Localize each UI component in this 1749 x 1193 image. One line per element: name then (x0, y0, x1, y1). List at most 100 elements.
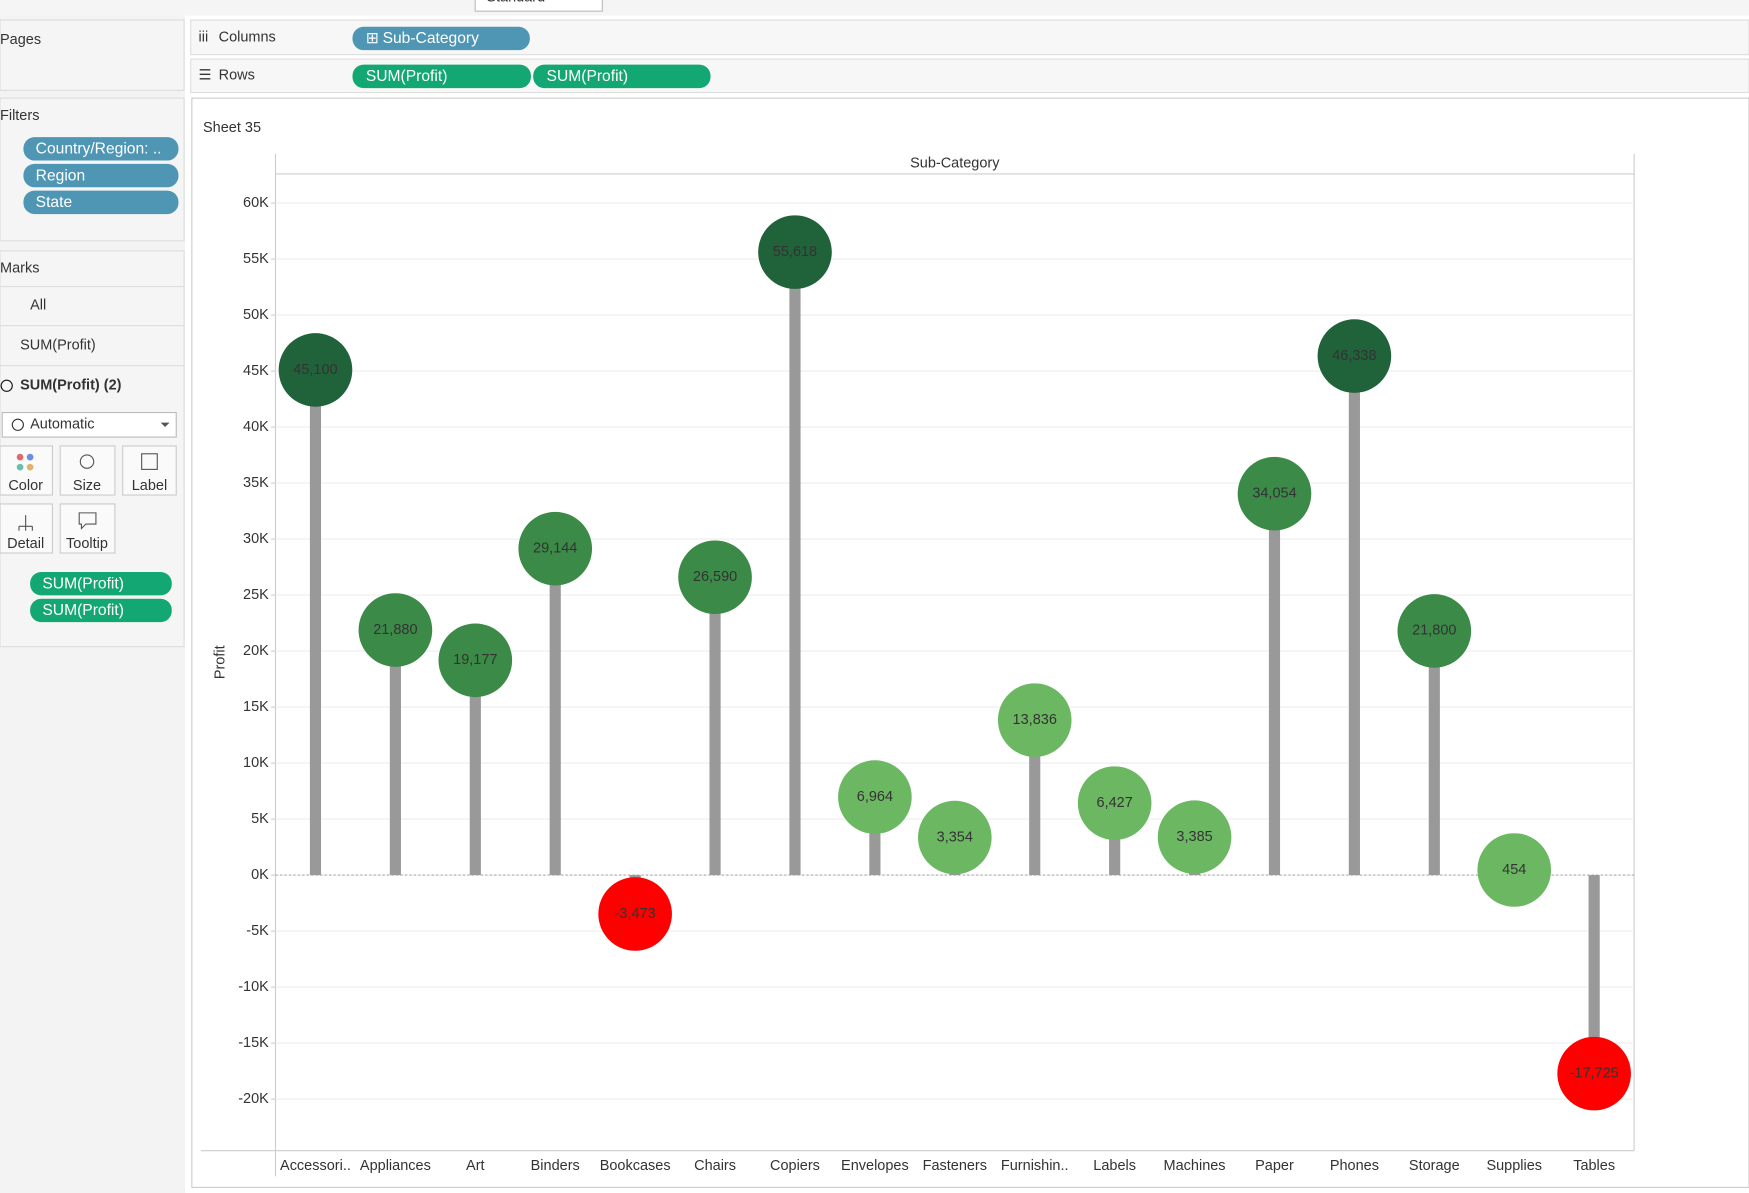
value-label: 3,385 (1176, 829, 1212, 845)
fit-dropdown[interactable] (474, 0, 603, 12)
y-tick-label: 40K (243, 419, 269, 435)
mark-button[interactable] (0, 445, 53, 496)
x-tick-label: Storage (1409, 1158, 1460, 1174)
columns-title: Columns (219, 30, 276, 46)
fit-label: Standard (486, 0, 545, 6)
y-tick-label: 15K (243, 699, 269, 715)
row-pill-label: SUM(Profit) (547, 68, 629, 85)
rows-title: Rows (219, 68, 255, 84)
stem (549, 548, 561, 876)
filter-pill[interactable] (23, 137, 179, 161)
filter-pill-label: State (36, 194, 72, 211)
filters-title: Filters (0, 108, 39, 124)
mark-button-label: Size (73, 478, 101, 494)
y-tick-label: 50K (243, 307, 269, 323)
filter-pill-label: Country/Region: .. (36, 141, 162, 158)
value-label: -3,473 (615, 906, 656, 922)
row-pill-label: SUM(Profit) (366, 68, 448, 85)
y-tick-label: 60K (243, 195, 269, 211)
value-label: 13,836 (1013, 712, 1057, 728)
marks-tab[interactable]: SUM(Profit) (20, 337, 96, 353)
y-tick-label: 55K (243, 251, 269, 267)
plot: -20K -15K -10K -5K 0K 5K 10K 15K 20K 25K 30K 35K 40K… (238, 195, 1635, 1174)
mark-button-label: Tooltip (66, 536, 108, 552)
bubble (997, 683, 1072, 757)
x-tick-label: Appliances (360, 1158, 431, 1174)
y-tick-label: -10K (238, 979, 269, 995)
x-tick-label: Bookcases (600, 1158, 671, 1174)
columns-label: iii (199, 30, 209, 46)
mark-pill-label: SUM(Profit) (42, 575, 124, 592)
rows-icon: ☰ (199, 68, 212, 84)
value-label: 454 (1502, 862, 1526, 878)
y-tick-label: 5K (251, 811, 269, 827)
y-tick-label: 10K (243, 755, 269, 771)
marks-tab[interactable]: All (30, 297, 46, 313)
x-header: Sub-Category (910, 156, 1000, 172)
mark-pills: SUM(Profit) SUM(Profit) (30, 571, 172, 623)
y-tick-label: 45K (243, 363, 269, 379)
pages-card (0, 19, 185, 91)
bubble (438, 623, 513, 698)
mark-button-label: Detail (7, 536, 44, 552)
x-tick-label: Art (466, 1158, 485, 1174)
mark-button[interactable] (59, 445, 116, 496)
value-label: 46,338 (1332, 348, 1376, 364)
row-pill[interactable] (533, 64, 711, 89)
x-tick-label: Envelopes (841, 1158, 909, 1174)
column-pill[interactable] (352, 26, 530, 51)
value-label: 6,427 (1097, 795, 1133, 811)
bubble (1077, 766, 1152, 840)
mark-pill[interactable] (30, 598, 172, 623)
bubble (1557, 1036, 1631, 1111)
row-pill[interactable] (352, 64, 531, 89)
filter-pill[interactable] (23, 163, 179, 188)
stem (1428, 630, 1440, 876)
bubble (678, 540, 752, 615)
value-label: 19,177 (453, 652, 497, 668)
pages-title: Pages (0, 32, 41, 48)
value-label: 21,880 (373, 622, 417, 638)
bubble (1397, 594, 1472, 668)
mark-button[interactable] (59, 503, 116, 554)
value-label: -17,725 (1570, 1065, 1619, 1081)
bubble (838, 760, 912, 834)
mark-button-label: Color (8, 478, 43, 494)
value-label: 21,800 (1412, 623, 1456, 639)
y-tick-label: 0K (251, 867, 269, 883)
bubble (1317, 319, 1392, 393)
column-pill-label: Sub-Category (383, 30, 480, 47)
y-tick-label: -15K (238, 1035, 269, 1051)
x-tick-label: Supplies (1486, 1158, 1542, 1174)
filter-pill-label: Region (36, 167, 85, 184)
mark-type-label: Automatic (30, 417, 94, 433)
x-tick-label: Phones (1330, 1158, 1379, 1174)
x-tick-label: Tables (1573, 1158, 1615, 1174)
x-tick-label: Fasteners (923, 1158, 987, 1174)
y-axis-title: Profit (213, 645, 229, 679)
bubble (918, 800, 992, 875)
filter-pill[interactable] (23, 190, 179, 215)
value-label: 29,144 (533, 540, 577, 556)
stem (869, 797, 881, 876)
mark-pill-label: SUM(Profit) (42, 602, 124, 619)
mark-buttons: Color Size Label Detail Tooltip (0, 445, 177, 554)
bubble (598, 877, 672, 951)
marks-tab[interactable]: SUM(Profit) (2) (20, 378, 122, 394)
mark-button[interactable] (0, 503, 53, 554)
y-tick-label: -20K (238, 1091, 269, 1107)
bubble (1157, 800, 1232, 874)
x-tick-label: Labels (1093, 1158, 1136, 1174)
stem (1029, 720, 1041, 876)
mark-button-label: Label (132, 478, 167, 494)
y-tick-label: 20K (243, 643, 269, 659)
filter-pills: Country/Region: .. Region State (23, 137, 179, 215)
toolbar (0, 0, 1749, 16)
mark-type-dropdown[interactable] (1, 411, 177, 438)
value-label: 34,054 (1252, 485, 1296, 501)
x-tick-label: Accessori.. (280, 1158, 351, 1174)
bubble (518, 511, 593, 586)
bubble (358, 593, 433, 667)
y-tick-label: 25K (243, 587, 269, 603)
mark-pill[interactable] (30, 571, 172, 596)
